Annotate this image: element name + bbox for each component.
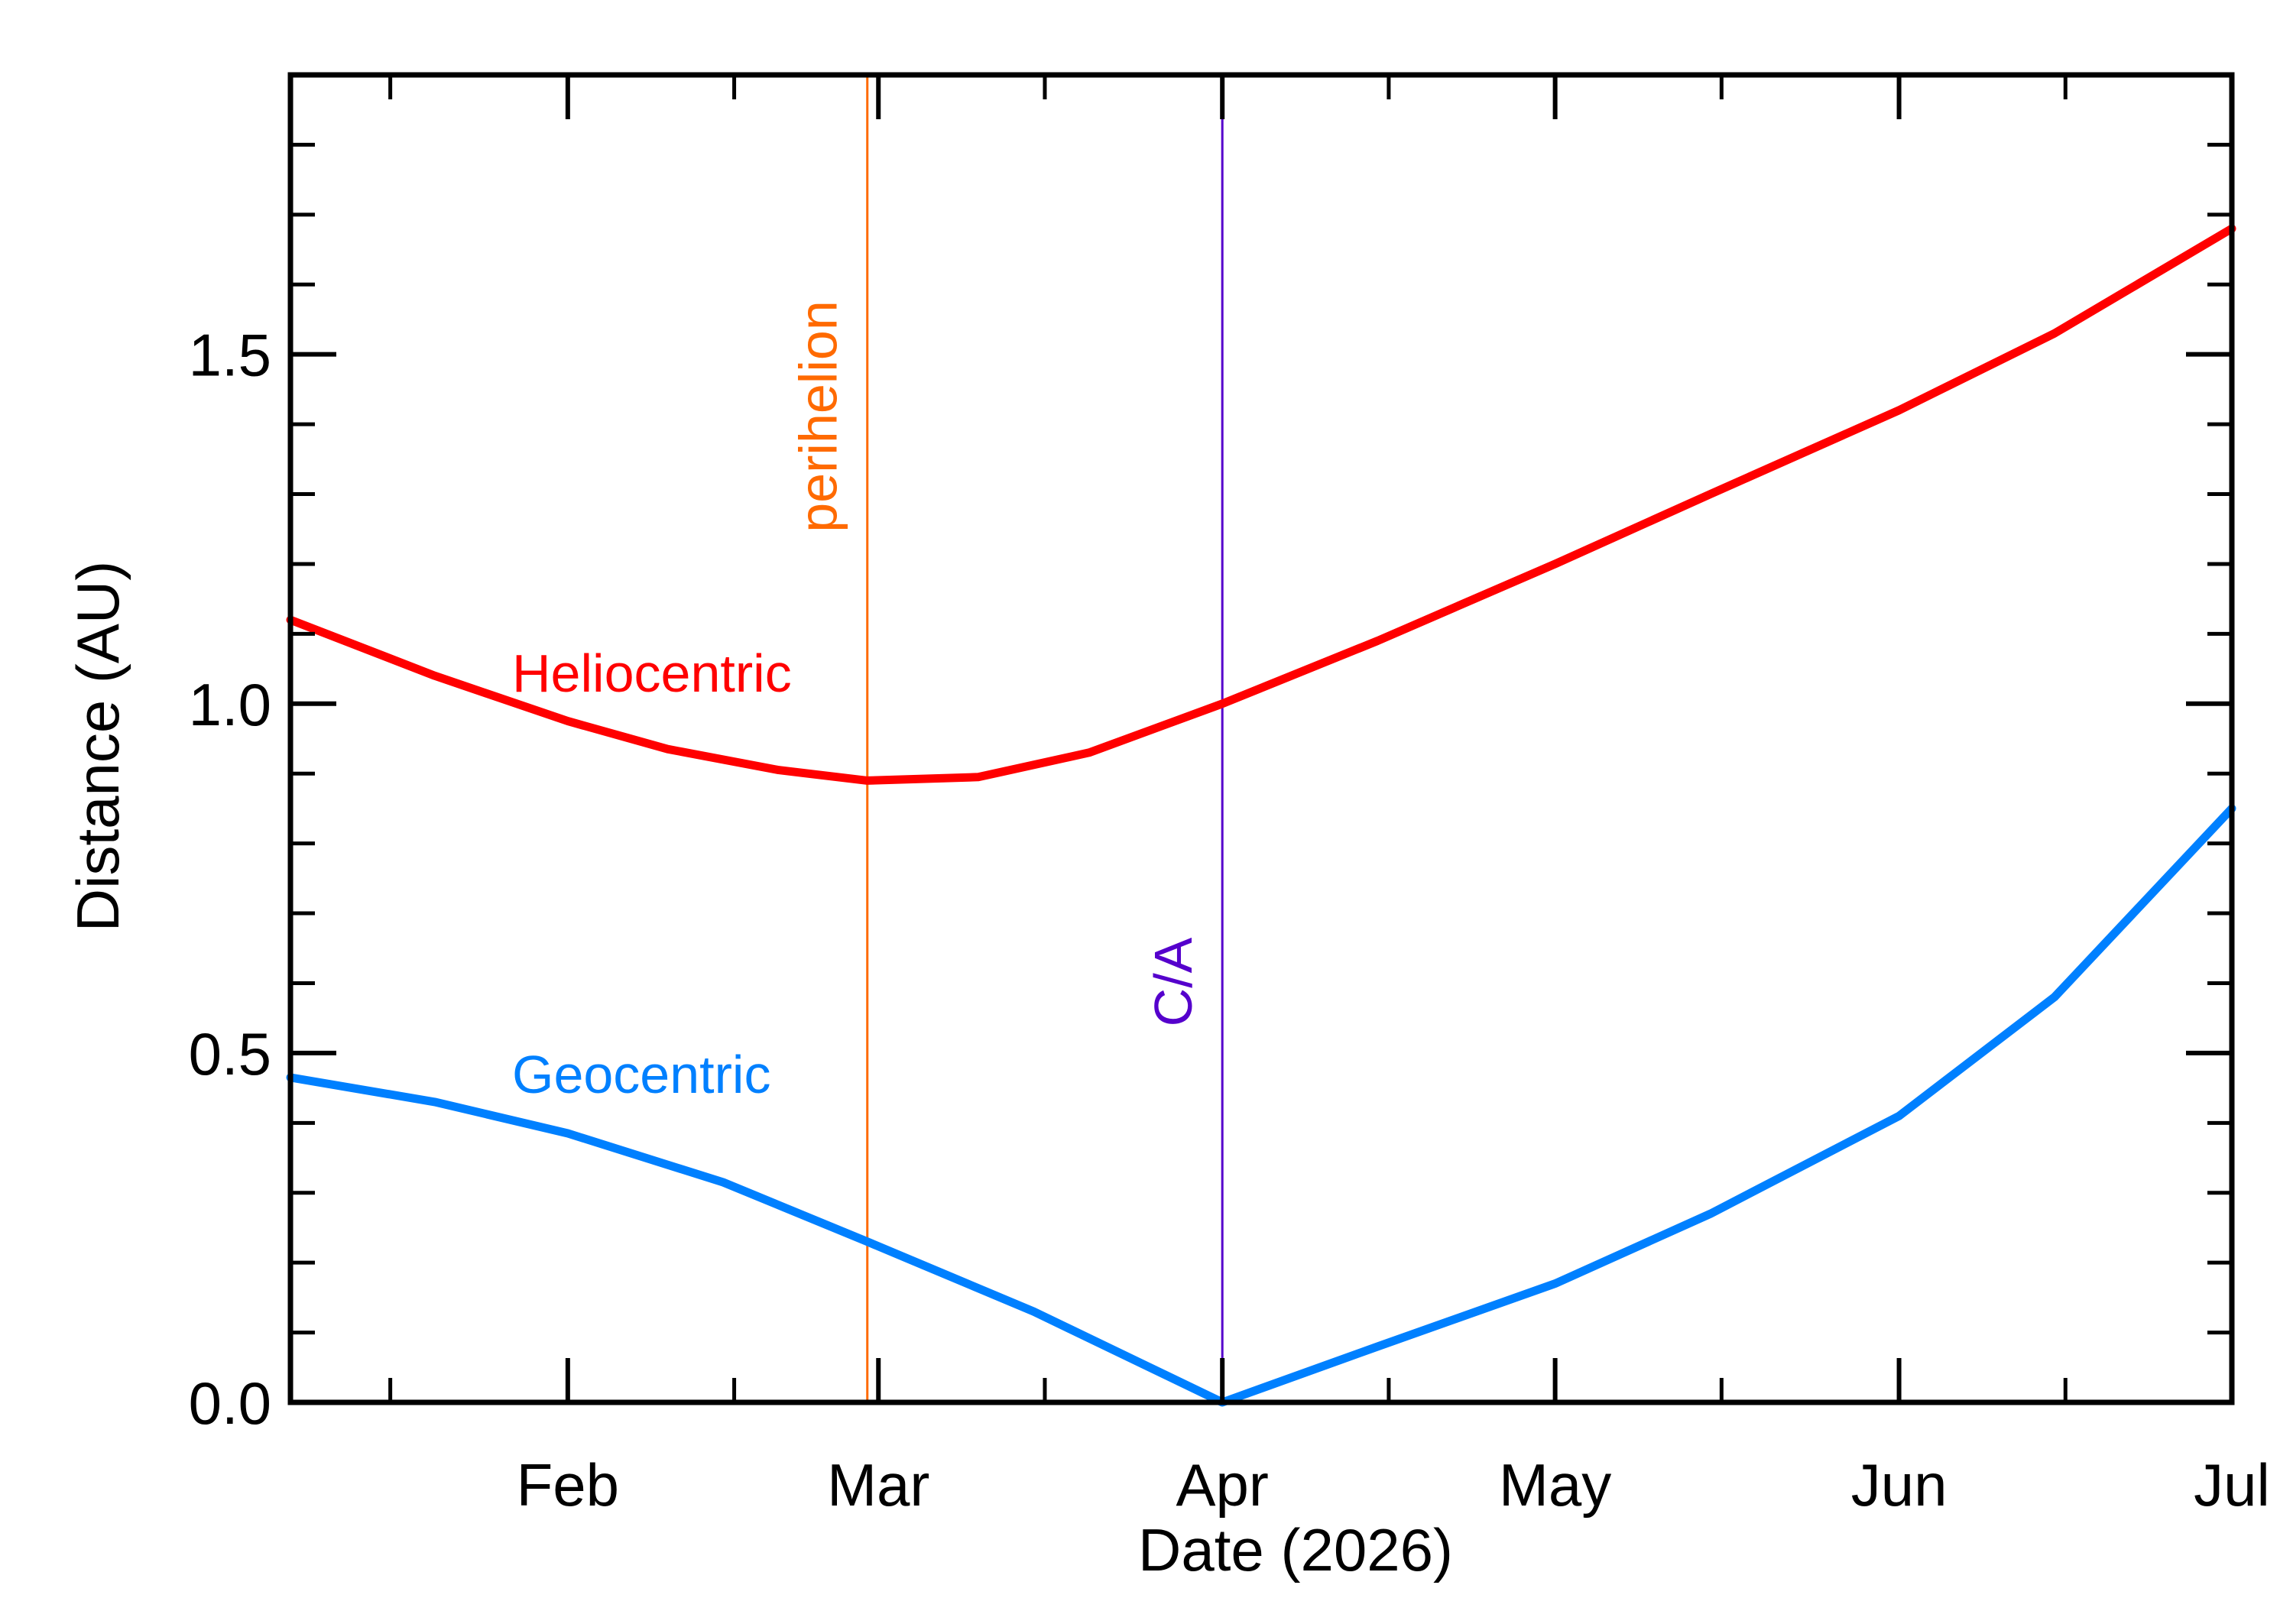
series-line (286, 804, 2236, 1407)
x-tick-label: Feb (517, 1451, 619, 1519)
x-axis-title: Date (2026) (1138, 1516, 1453, 1583)
series-label: Geocentric (512, 1045, 770, 1104)
x-tick-label: Jul (2194, 1451, 2270, 1519)
x-tick-label: Apr (1176, 1451, 1269, 1519)
event-lines (866, 75, 1224, 1402)
series-label: Heliocentric (512, 643, 792, 703)
y-axis-title: Distance (AU) (64, 561, 131, 932)
axis-ticks (290, 73, 2234, 1405)
y-tick-label: 0.0 (189, 1370, 271, 1437)
event-line-label: C/A (1143, 937, 1203, 1026)
event-line-label: perihelion (789, 300, 848, 533)
y-tick-label: 1.0 (189, 671, 271, 738)
axis-tick-labels: Feb Mar Apr May Jun Jul 0.0 0.5 1.0 1.5 (189, 322, 2270, 1519)
annotations: perihelion C/A Heliocentric Geocentric (512, 300, 1203, 1104)
y-tick-label: 0.5 (189, 1020, 271, 1088)
y-tick-label: 1.5 (189, 322, 271, 389)
x-tick-label: Mar (827, 1451, 929, 1519)
x-tick-label: Jun (1851, 1451, 1948, 1519)
x-tick-label: May (1499, 1451, 1611, 1519)
series-line (286, 224, 2236, 785)
plot-frame (287, 72, 2235, 1405)
series-lines (286, 224, 2236, 1407)
